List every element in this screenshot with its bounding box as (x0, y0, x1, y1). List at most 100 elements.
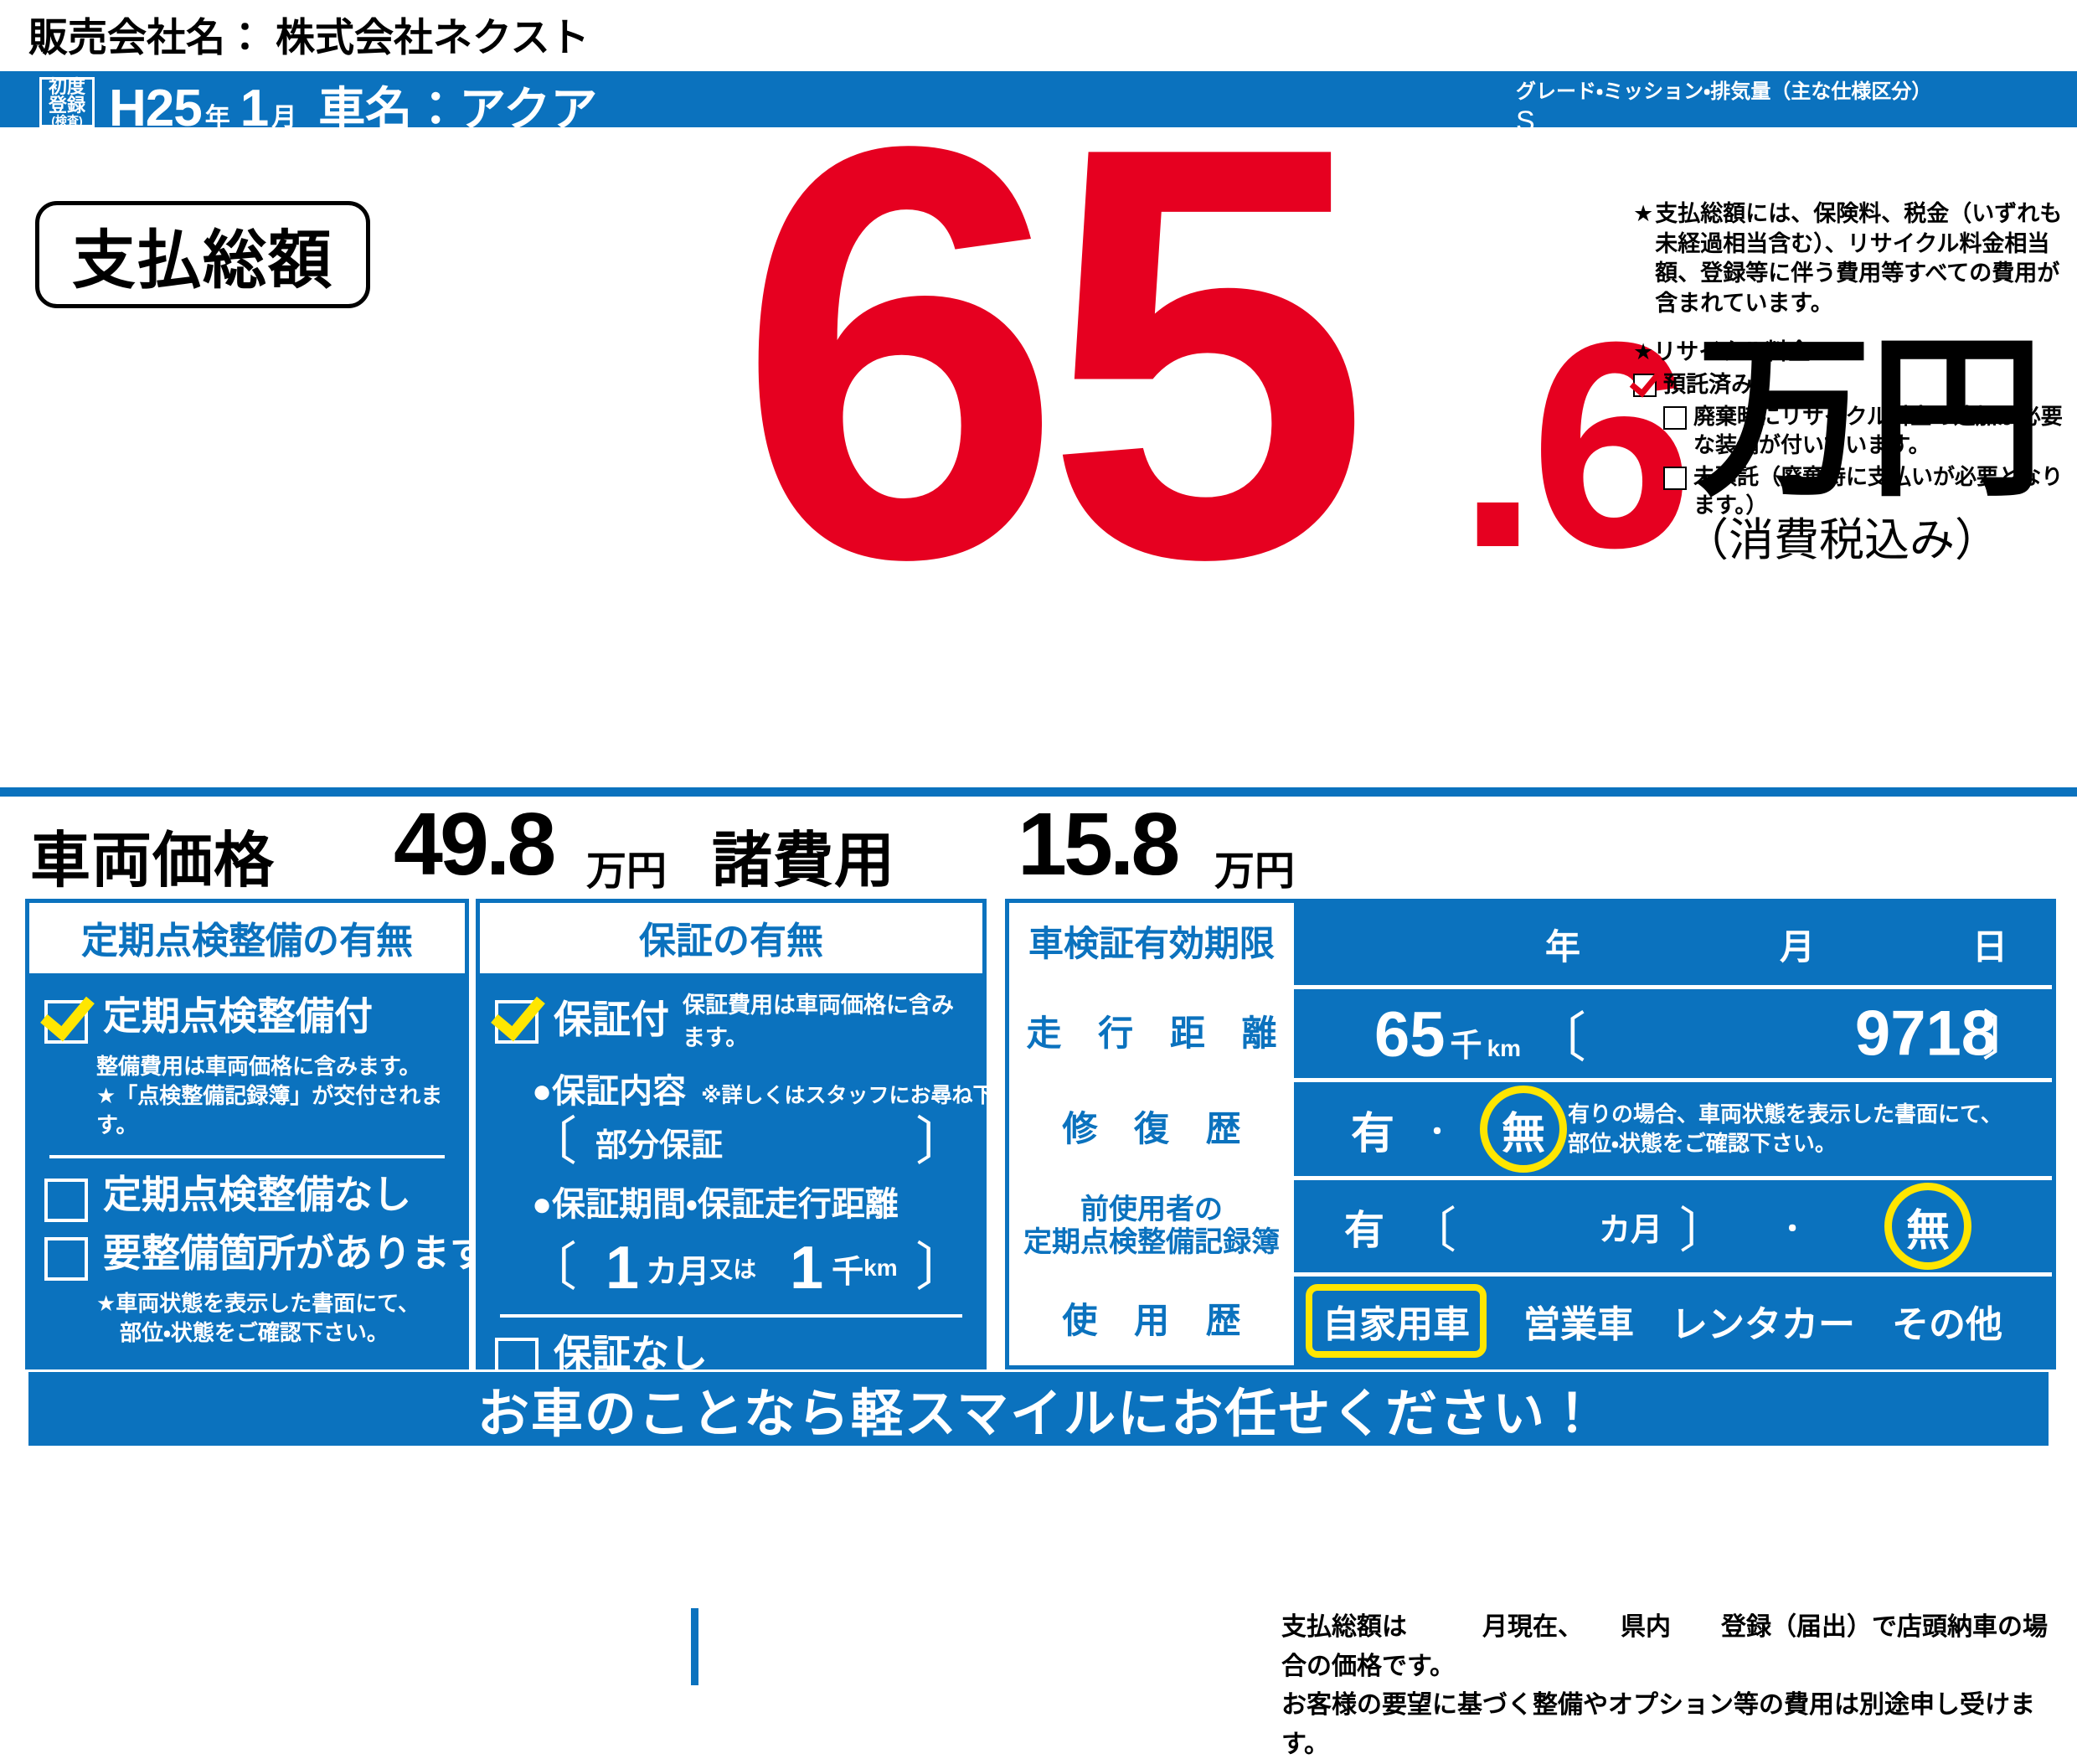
usage-option-commercial[interactable]: 営業車 (1523, 1304, 1634, 1345)
mileage-unit-km: km (1487, 1035, 1522, 1061)
star-icon: ★ (1633, 201, 1654, 226)
mileage-value: 65 (1374, 999, 1446, 1070)
checkbox-icon[interactable] (44, 1179, 88, 1223)
bracket-left-icon: 〔 (525, 1112, 578, 1171)
bracket-right-icon: 〕 (915, 1112, 967, 1171)
spec-value-usage-history[interactable]: 自家用車 営業車 レンタカー その他 (1294, 1277, 2052, 1365)
warranty-panel-body: 保証付 保証費用は車両価格に含みます。 ●保証内容 ※詳しくはスタッフにお尋ね下… (480, 973, 1056, 1381)
repair-history-yes[interactable]: 有 (1351, 1109, 1395, 1158)
usage-option-other[interactable]: その他 (1892, 1304, 2002, 1345)
repair-history-choice: 有 ・ 無 有りの場合、車両状態を表示した書面にて、 部位・状態をご確認下さい。 (1294, 1086, 2052, 1173)
bracket-left-icon: 〔 (1408, 1204, 1457, 1258)
seller-name: 販売会社名： 株式会社ネクスト (28, 15, 590, 59)
vehicle-price-label: 車両価格 (30, 828, 276, 895)
total-price-unit: 万円 (1696, 320, 2044, 517)
separator-dot: ・ (1778, 1213, 1807, 1246)
inspection-note-needed-line1: ★車両状態を表示した書面にて、 (96, 1291, 420, 1317)
table-row-separator (1009, 1176, 2052, 1180)
spec-label-repair-history: 修 復 歴 (1009, 1082, 1294, 1176)
inspection-option-needed[interactable]: 要整備箇所があります (44, 1232, 488, 1282)
registration-year: H25 (109, 80, 203, 137)
checkbox-checked-icon[interactable] (495, 1000, 539, 1044)
previous-records-no-label: 無 (1884, 1183, 1971, 1270)
checkbox-checked-icon[interactable] (1633, 374, 1657, 398)
grade-value: S (1516, 105, 1535, 137)
spec-value-mileage[interactable]: 65 千 km 〔 9718 〕 (1294, 989, 2052, 1078)
checkbox-icon[interactable] (1663, 406, 1687, 431)
table-row: 修 復 歴 有 ・ 無 有りの場合、車両状態を表示した書面にて、 部位・状態をご… (1009, 1082, 2052, 1176)
warranty-panel-divider (500, 1314, 962, 1318)
spec-value-inspection-expiry[interactable]: 年 月 日 (1294, 903, 2052, 985)
previous-records-no-selected[interactable]: 無 (1884, 1183, 1971, 1270)
price-fine-print-line1: 支払総額は 月現在、 県内 登録（届出）で店頭納車の場合の価格です。 (1281, 1613, 2048, 1680)
inspection-panel-title: 定期点検整備の有無 (29, 903, 465, 973)
recycle-option-deposited[interactable]: 預託済み (1633, 370, 2069, 400)
note-paragraph-total-text: 支払総額には、保険料、税金（いずれも未経過相当含む）、リサイクル料金相当額、登録… (1655, 201, 2063, 316)
header-band (0, 71, 2077, 127)
inspection-option-none[interactable]: 定期点検整備なし (44, 1173, 450, 1223)
recycle-option-deposited-label: 預託済み (1663, 372, 1754, 398)
usage-option-rental[interactable]: レンタカー (1671, 1304, 1855, 1345)
warranty-option-included[interactable]: 保証付 保証費用は車両価格に含みます。 (495, 987, 967, 1052)
registration-month: 1 (240, 80, 269, 137)
table-row: 走 行 距 離 65 千 km 〔 9718 〕 (1009, 989, 2052, 1078)
spec-label-previous-records: 前使用者の 定期点検整備記録簿 (1009, 1180, 1294, 1272)
repair-history-no-selected[interactable]: 無 (1480, 1086, 1568, 1173)
bottom-banner: お車のことなら軽スマイルにお任せください！ (28, 1372, 2049, 1446)
total-price-decimal: .6 (1457, 281, 1693, 609)
inspection-note-included-line2: ★「点検整備記録簿」が交付されます。 (96, 1083, 443, 1138)
vehicle-price-unit: 万円 (586, 849, 667, 894)
header-line: H25 年 1 月 車名：アクア (109, 72, 597, 137)
bracket-left-icon: 〔 (1533, 1008, 1587, 1068)
usage-options: 自家用車 営業車 レンタカー その他 (1294, 1284, 2052, 1358)
warranty-period-distance-unit2: km (863, 1255, 898, 1281)
spec-value-repair-history[interactable]: 有 ・ 無 有りの場合、車両状態を表示した書面にて、 部位・状態をご確認下さい。 (1294, 1082, 2052, 1176)
recycle-option-extra-equipment[interactable]: 廃棄時にリサイクル料金の追加が必要な装備が付いています。 (1663, 403, 2069, 460)
total-price-badge: 支払総額 (35, 201, 370, 308)
registration-badge: 初度 登録 (検査) (39, 77, 95, 127)
spec-value-previous-records[interactable]: 有 〔 カ月 〕 ・ 無 (1294, 1180, 2052, 1272)
repair-history-note: 有りの場合、車両状態を表示した書面にて、 部位・状態をご確認下さい。 (1568, 1100, 2037, 1158)
warranty-option-included-label: 保証付 (554, 997, 669, 1041)
spec-label-mileage: 走 行 距 離 (1009, 989, 1294, 1078)
warranty-content-tail: ※詳しくはスタッフにお尋ね下さい。 (701, 1084, 1057, 1107)
checkbox-icon[interactable] (1663, 466, 1687, 490)
spec-label-repair-history-text: 修 復 歴 (1062, 1108, 1255, 1148)
notes-block: ★ 支払総額には、保険料、税金（いずれも未経過相当含む）、リサイクル料金相当額、… (1633, 199, 2069, 519)
spec-label-mileage-text: 走 行 距 離 (1026, 1013, 1291, 1053)
car-name: 車名：アクア (318, 83, 598, 136)
checkbox-checked-icon[interactable] (44, 1000, 88, 1044)
warranty-option-none[interactable]: 保証なし (495, 1333, 967, 1381)
warranty-period-bullet-label: ●保証期間・保証走行距離 (532, 1186, 899, 1223)
previous-records-yes[interactable]: 有 (1344, 1209, 1385, 1253)
table-row-separator (1009, 1078, 2052, 1082)
registration-badge-line2: 登録 (48, 95, 85, 116)
inspection-panel: 定期点検整備の有無 定期点検整備付 整備費用は車両価格に含みます。 ★「点検整備… (25, 899, 488, 1369)
recycle-option-extra-equipment-label: 廃棄時にリサイクル料金の追加が必要な装備が付いています。 (1693, 404, 2063, 458)
total-price-badge-label: 支払総額 (72, 225, 333, 297)
bracket-right-icon: 〕 (1679, 1204, 1729, 1258)
month-unit-label: 月 (271, 104, 297, 132)
checkbox-icon[interactable] (44, 1237, 88, 1282)
mileage-value-group: 65 千 km 〔 9718 〕 (1294, 995, 2052, 1072)
spec-label-usage-history-text: 使 用 歴 (1062, 1300, 1255, 1340)
table-row: 前使用者の 定期点検整備記録簿 有 〔 カ月 〕 ・ 無 (1009, 1180, 2052, 1272)
fees-unit: 万円 (1214, 849, 1296, 894)
inspection-option-included[interactable]: 定期点検整備付 (44, 995, 450, 1044)
warranty-period-bullet: ●保証期間・保証走行距離 (532, 1177, 967, 1225)
previous-records-choice: 有 〔 カ月 〕 ・ 無 (1294, 1183, 2052, 1270)
bracket-left-icon: 〔 (525, 1239, 578, 1297)
repair-history-note-line2: 部位・状態をご確認下さい。 (1568, 1131, 1837, 1156)
recycle-option-not-deposited[interactable]: 未預託（廃棄時に支払いが必要となります。） (1663, 463, 2069, 520)
year-unit-label: 年 (204, 104, 230, 132)
grade-block: グレード・ミッション・排気量（主な仕様区分） S (1516, 80, 1931, 138)
warranty-panel: 保証の有無 保証付 保証費用は車両価格に含みます。 ●保証内容 ※詳しくはスタッ… (476, 899, 1056, 1381)
usage-option-private-selected[interactable]: 自家用車 (1306, 1284, 1487, 1358)
total-price-tax-note: （消費税込み） (1683, 515, 2000, 565)
inspection-note-included-line1: 整備費用は車両価格に含みます。 (96, 1054, 421, 1079)
separator-dot: ・ (1423, 1116, 1452, 1148)
warranty-option-none-label: 保証なし (554, 1332, 708, 1375)
spec-label-usage-history: 使 用 歴 (1009, 1277, 1294, 1365)
warranty-period-distance: 1 (790, 1235, 824, 1302)
warranty-period-distance-unit: 千 (832, 1254, 864, 1290)
